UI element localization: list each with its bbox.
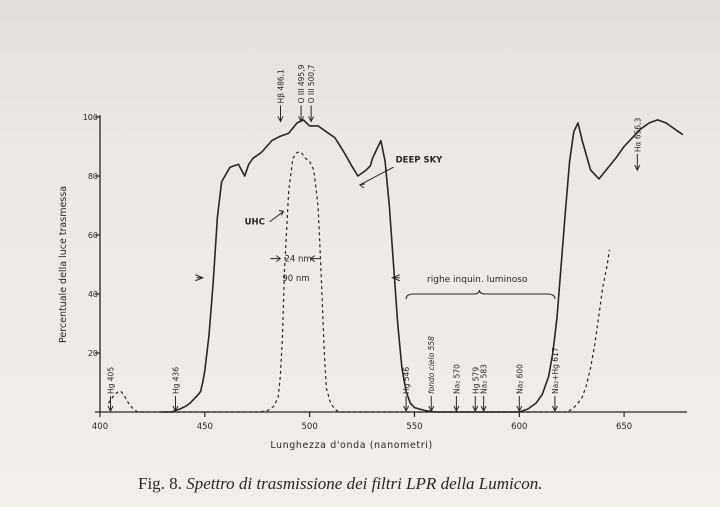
bottom-line-label: Na₂ 570 (452, 364, 461, 394)
y-tick-label: 60 (88, 231, 98, 240)
annotation-layer: Hβ 486,1 O III 495,9 O III 500,7 Hα 656,3 Hg… (106, 64, 642, 413)
y-axis-label: Percentuale della luce trasmessa (58, 186, 69, 343)
x-tick-label: 600 (511, 422, 527, 432)
top-line-label: Hα 656,3 (633, 117, 642, 152)
caption-text: Spettro di trasmissione dei filtri LPR d… (186, 474, 543, 493)
deep-sky-label: DEEP SKY (396, 156, 444, 166)
deep-sky-leader (359, 166, 394, 186)
bw90-left-arrow (195, 274, 205, 282)
uhc-label: UHC (245, 218, 265, 228)
x-tick-label: 650 (616, 422, 632, 432)
x-tick-label: 450 (197, 422, 213, 432)
y-tick-label: 20 (88, 349, 98, 358)
x-tick-label: 400 (92, 422, 108, 432)
pollution-brace (405, 289, 556, 300)
series-line-deep-sky (160, 119, 684, 413)
bw24-left-arrow (270, 255, 282, 262)
bw90-right-arrow (391, 274, 400, 282)
x-tick-label: 550 (406, 422, 422, 432)
bottom-line-arrowhead (107, 405, 114, 413)
y-tick-label: 100 (83, 113, 98, 122)
top-line-arrowhead (634, 164, 641, 172)
bottom-line-label: Hg 405 (106, 367, 115, 394)
y-tick-label: 80 (88, 172, 98, 181)
figure-caption: Fig. 8. Spettro di trasmissione dei filt… (138, 474, 543, 494)
series-layer (107, 119, 684, 413)
deep-sky-arrowhead (358, 183, 366, 189)
uhc-arrowhead (278, 209, 285, 216)
top-line-label: O III 495,9 (297, 64, 306, 103)
bw24-right-arrow (309, 255, 321, 262)
uhc-leader (269, 211, 284, 223)
bottom-line-arrowhead (403, 405, 410, 413)
caption-number: Fig. 8. (138, 474, 182, 493)
bottom-line-arrowhead (428, 405, 435, 413)
bottom-line-label: Hg 579 (471, 367, 480, 394)
bw24-label: 24 nm (284, 255, 311, 265)
bottom-line-arrowhead (172, 405, 179, 413)
bottom-line-arrowhead (453, 405, 460, 413)
series-line-uhc (107, 151, 610, 413)
bottom-line-arrowhead (516, 405, 523, 413)
bottom-line-label: Na₂ 583 (480, 364, 489, 394)
top-line-arrowhead (298, 116, 304, 123)
bottom-line-label: Na₂+Hg 617 (551, 347, 560, 394)
x-tick-label: 500 (302, 422, 318, 432)
y-tick-label: 40 (88, 290, 98, 299)
pollution-label: righe inquin. luminoso (427, 275, 528, 285)
x-axis-label: Lunghezza d'onda (nanometri) (270, 440, 432, 451)
top-line-label: O III 500,7 (307, 64, 316, 103)
bottom-line-arrowhead (472, 405, 479, 413)
bottom-line-label: Hg 436 (171, 367, 180, 394)
chart-axes: 20 40 60 80 100 400 450 500 550 600 650 Lunghezza d… (58, 113, 687, 451)
bottom-line-arrowhead (551, 405, 558, 413)
bottom-line-label: Na₂ 600 (515, 364, 524, 394)
bottom-line-label: fondo cielo 558 (427, 336, 436, 394)
bottom-line-arrowhead (480, 405, 487, 413)
top-line-arrowhead (277, 116, 284, 123)
top-line-label: Hβ 486,1 (277, 69, 286, 104)
bw90-label: 90 nm (282, 274, 309, 284)
bottom-line-label: Hg 546 (402, 367, 411, 394)
top-line-arrowhead (308, 116, 315, 123)
